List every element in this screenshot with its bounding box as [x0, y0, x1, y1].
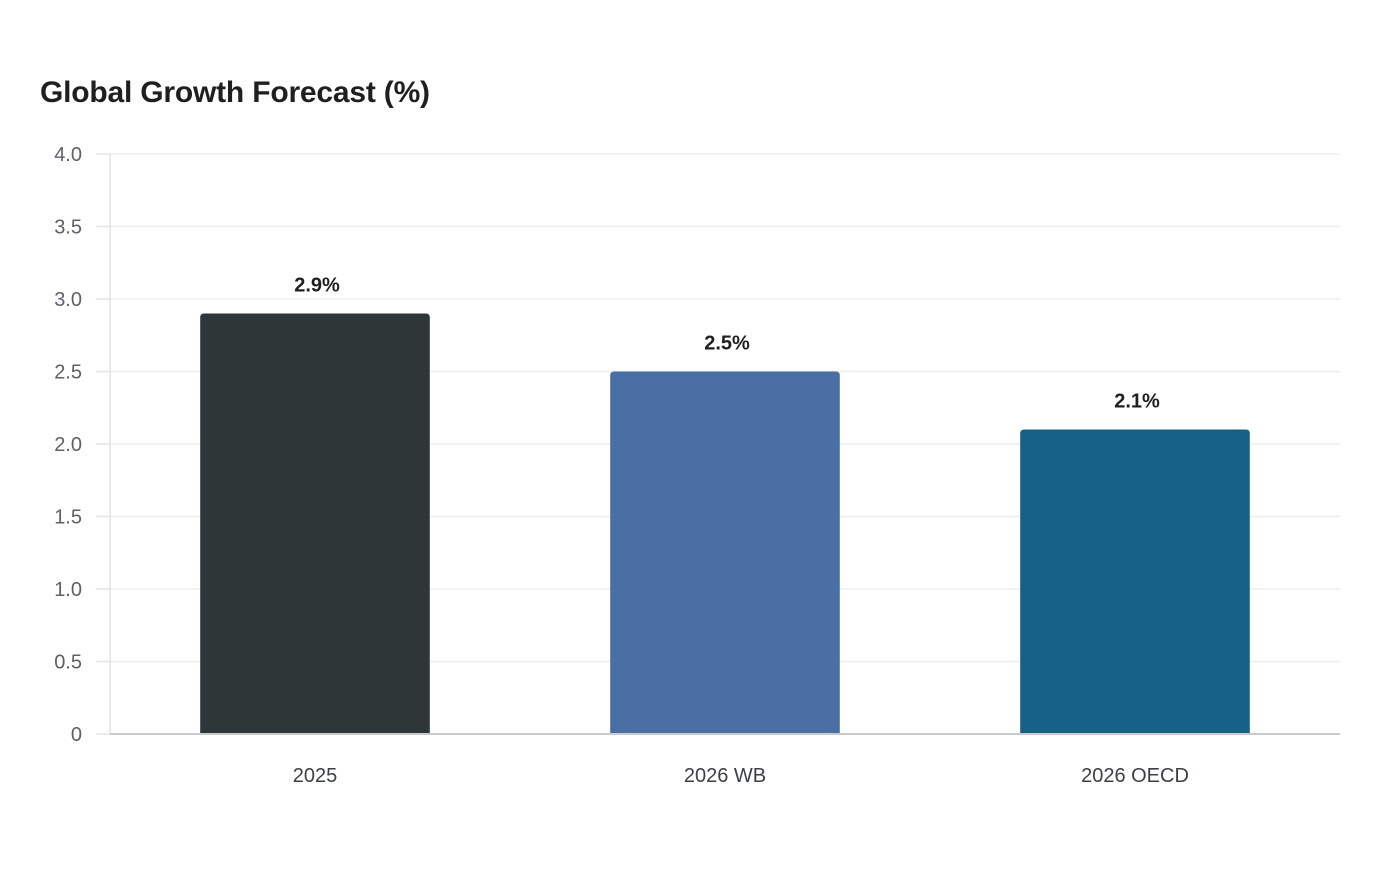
bar-2026-oecd	[1020, 429, 1250, 733]
y-tick-label: 1.5	[54, 507, 82, 529]
bar-value-label: 2.9%	[294, 275, 340, 297]
x-category-label: 2025	[293, 765, 338, 787]
y-tick-label: 0.5	[54, 652, 82, 674]
y-tick-label: 0	[71, 724, 82, 746]
x-category-label: 2026 WB	[684, 765, 766, 787]
chart-title: Global Growth Forecast (%)	[40, 76, 430, 109]
y-tick-label: 3.5	[54, 217, 82, 239]
y-tick-label: 2.0	[54, 434, 82, 456]
y-tick-label: 3.0	[54, 289, 82, 311]
y-axis-ticks: 0 0.5 1.0 1.5 2.0 2.5 3.0 3.5 4.0	[54, 144, 110, 746]
y-tick-label: 2.5	[54, 362, 82, 384]
y-tick-label: 4.0	[54, 144, 82, 166]
bar-2025	[200, 313, 430, 733]
bar-2026-wb	[610, 371, 840, 733]
bar-value-label: 2.1%	[1114, 391, 1160, 413]
bars	[200, 313, 1250, 733]
x-axis-labels: 2025 2026 WB 2026 OECD	[293, 765, 1189, 787]
y-tick-label: 1.0	[54, 579, 82, 601]
value-labels: 2.9% 2.5% 2.1%	[294, 275, 1160, 413]
bar-value-label: 2.5%	[704, 333, 750, 355]
x-category-label: 2026 OECD	[1081, 765, 1189, 787]
